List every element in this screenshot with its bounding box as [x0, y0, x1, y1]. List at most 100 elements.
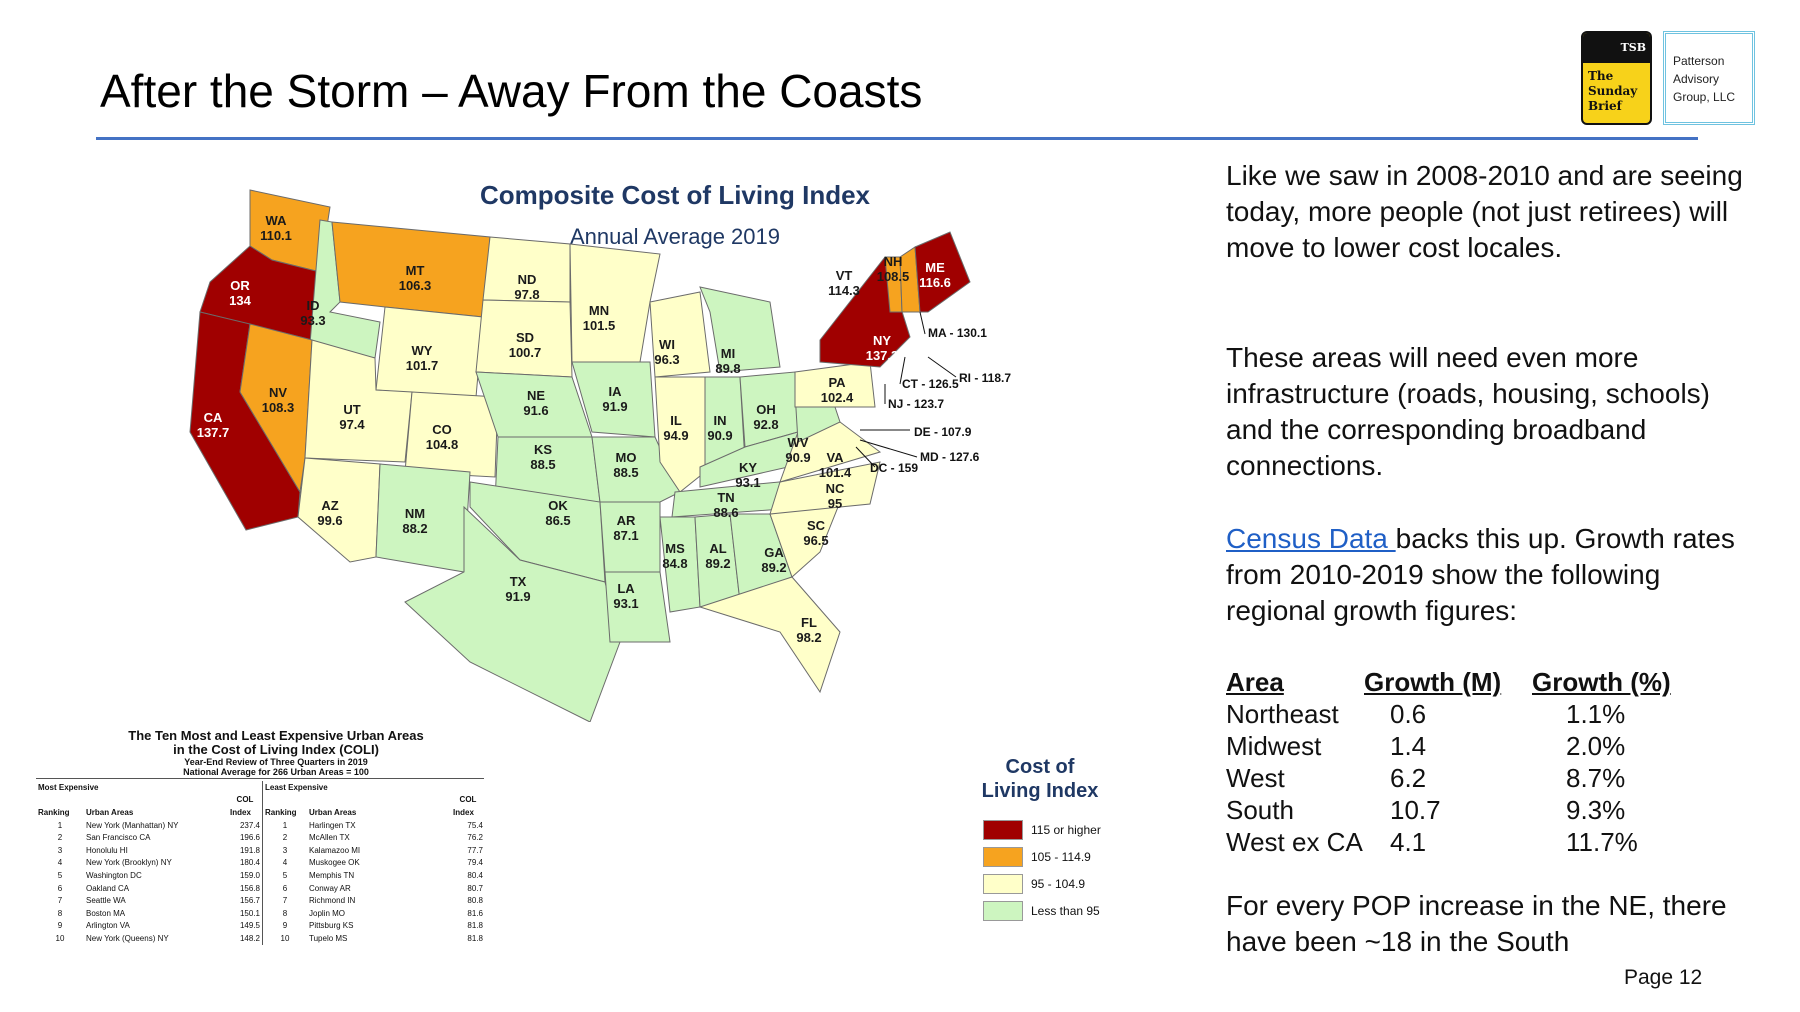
legend-swatch	[983, 847, 1023, 867]
map-subtitle: Annual Average 2019	[570, 224, 780, 249]
state-value-label: 101.4	[819, 465, 852, 480]
coli-cell: Washington DC	[86, 870, 142, 880]
ranking-header: Ranking	[262, 806, 307, 819]
coli-cell: 149.5	[239, 921, 260, 931]
state-abbr-label: OK	[548, 498, 568, 513]
growth-header-row: Area Growth (M) Growth (%)	[1226, 666, 1671, 698]
coli-cell: Seattle WA	[86, 896, 126, 906]
state-az	[297, 457, 381, 563]
coli-cell: 4	[57, 858, 63, 868]
growth-cell: South	[1226, 795, 1294, 825]
coli-cell: 7	[57, 896, 63, 906]
state-value-label: 106.3	[399, 278, 432, 293]
state-abbr-label: KY	[739, 460, 757, 475]
state-abbr-label: IA	[609, 384, 623, 399]
coli-cell: Tupelo MS	[309, 933, 348, 943]
tsb-logo-line: The	[1588, 69, 1614, 83]
growth-row: Northeast 0.6 1.1%	[1226, 698, 1671, 730]
state-abbr-label: ME	[925, 260, 945, 275]
state-value-label: 98.2	[796, 630, 821, 645]
coli-row: 10 New York (Queens) NY 148.2 10 Tupelo MS 81…	[36, 932, 485, 945]
areas-header: Urban Areas	[86, 807, 134, 817]
state-abbr-label: VT	[836, 268, 853, 283]
coli-cell: 156.7	[239, 896, 260, 906]
patterson-logo-line: Advisory	[1673, 72, 1720, 86]
state-value-label: 89.8	[715, 361, 740, 376]
state-value-label: 88.5	[530, 457, 555, 472]
state-abbr-label: KS	[534, 442, 552, 457]
map-title: Composite Cost of Living Index	[479, 180, 870, 210]
growth-table: Area Growth (M) Growth (%) Northeast 0.6 1…	[1226, 666, 1671, 858]
coli-cell: Richmond IN	[309, 896, 356, 906]
state-il	[654, 376, 706, 493]
coli-cell: 10	[262, 932, 307, 945]
state-mo	[591, 436, 681, 503]
state-value-label: 86.5	[545, 513, 570, 528]
tsb-logo-bar	[1583, 33, 1650, 63]
coli-cell: 81.8	[467, 933, 483, 943]
paragraph-lower-cost: Like we saw in 2008-2010 and are seeing …	[1226, 160, 1743, 263]
state-abbr-label: CO	[432, 422, 452, 437]
state-value-label: 88.2	[402, 521, 427, 536]
state-value-label: 92.8	[753, 417, 778, 432]
coli-cell: 80.4	[467, 870, 483, 880]
state-pa	[794, 361, 876, 408]
coli-cell: 3	[262, 843, 307, 857]
coli-row: 1 New York (Manhattan) NY 237.4 1 Harlingen …	[36, 818, 485, 832]
coli-cell: Oakland CA	[86, 883, 130, 893]
state-value-label: 90.9	[785, 450, 810, 465]
state-abbr-label: AL	[709, 541, 726, 556]
state-me	[914, 231, 971, 313]
state-value-label: 110.1	[260, 228, 292, 243]
coli-cell: 180.4	[239, 858, 260, 868]
state-abbr-label: MT	[406, 263, 425, 278]
coli-cell: Honolulu HI	[86, 845, 128, 855]
coli-cell: 156.8	[239, 883, 260, 893]
state-abbr-label: LA	[617, 581, 635, 596]
legend-label: 95 - 104.9	[1031, 877, 1086, 891]
coli-cell: 79.4	[467, 858, 483, 868]
state-callout-label: CT - 126.5	[902, 377, 959, 391]
state-value-label: 101.7	[406, 358, 439, 373]
state-shapes	[189, 189, 971, 722]
coli-cell: Arlington VA	[86, 921, 130, 931]
coli-cell: 7	[262, 894, 307, 907]
census-data-link[interactable]: Census Data	[1226, 523, 1396, 554]
state-abbr-label: NE	[527, 388, 545, 403]
coli-row: 2 San Francisco CA 196.6 2 McAllen TX 76.2	[36, 831, 485, 844]
legend-swatch	[983, 874, 1023, 894]
coli-row: 7 Seattle WA 156.7 7 Richmond IN 80.8	[36, 894, 485, 907]
coli-group-row: Most Expensive Least Expensive	[36, 781, 485, 794]
coli-row: 6 Oakland CA 156.8 6 Conway AR 80.7	[36, 881, 485, 895]
state-value-label: 134	[229, 293, 251, 308]
page-number: Page 12	[1624, 966, 1703, 989]
growth-cell: 9.3%	[1566, 795, 1626, 825]
state-callout-label: MD - 127.6	[920, 450, 980, 464]
coli-cell: 9	[262, 919, 307, 933]
coli-cell: Harlingen TX	[309, 820, 356, 830]
state-value-label: 91.9	[505, 589, 530, 604]
paragraph-census: Census Data backs this up. Growth rates …	[1226, 521, 1746, 629]
least-expensive-label: Least Expensive	[262, 781, 485, 794]
state-value-label: 108.5	[877, 269, 910, 284]
state-value-label: 116.6	[919, 275, 951, 290]
coli-cell: 2	[262, 831, 307, 844]
callout-leader-line	[899, 356, 906, 385]
state-fl	[698, 576, 841, 694]
coli-cell: 8	[57, 908, 63, 918]
state-value-label: 93.1	[613, 596, 638, 611]
state-value-label: 88.6	[713, 505, 738, 520]
state-callout-label: DE - 107.9	[914, 425, 972, 439]
legend-label: Less than 95	[1031, 904, 1100, 918]
state-value-label: 91.6	[523, 403, 548, 418]
state-abbr-label: OH	[756, 402, 776, 417]
growth-row: West 6.2 8.7%	[1226, 762, 1671, 794]
state-abbr-label: NV	[269, 385, 287, 400]
state-abbr-label: IN	[714, 413, 727, 428]
paragraph-ne-south: For every POP increase in the NE, there …	[1226, 890, 1727, 957]
state-value-label: 97.4	[339, 417, 365, 432]
growth-row: Midwest 1.4 2.0%	[1226, 730, 1671, 762]
coli-cell: 5	[57, 870, 63, 880]
state-value-label: 101.5	[583, 318, 616, 333]
growth-cell: 10.7	[1390, 795, 1441, 825]
